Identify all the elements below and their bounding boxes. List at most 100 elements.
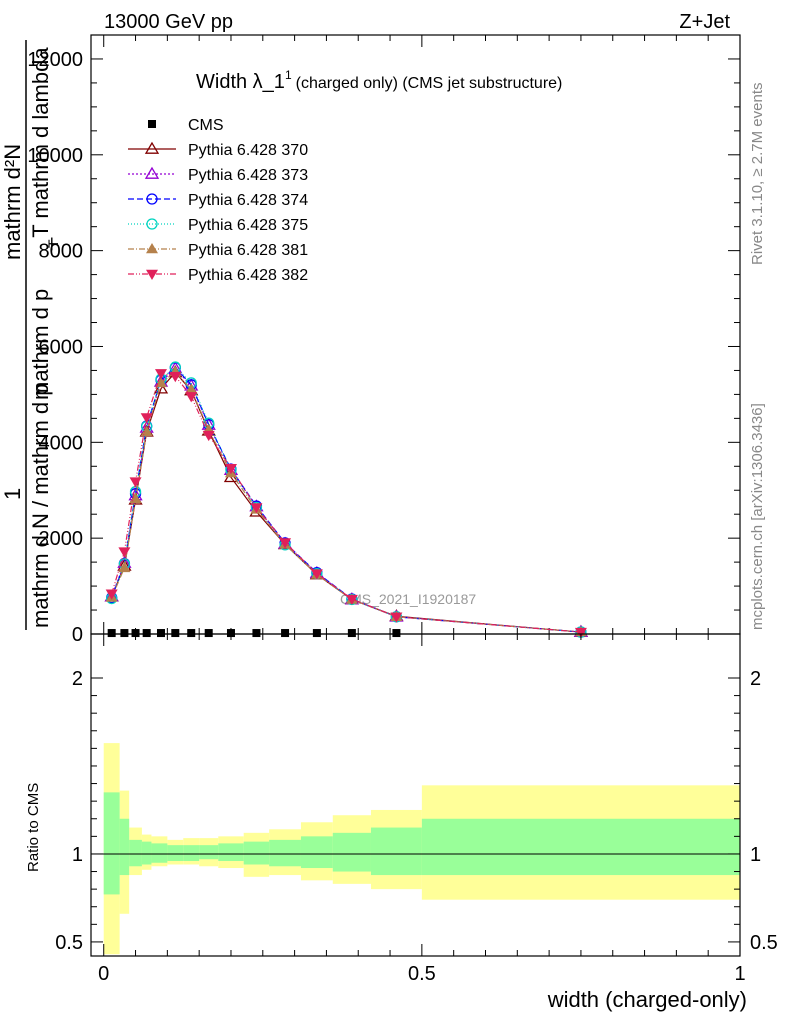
stat-uncertainty-bin <box>129 839 142 867</box>
legend-marker <box>144 166 160 179</box>
ylabel-denominator: mathrm d N / mathrm d p <box>28 383 53 628</box>
plot-title-main: Width λ_1 <box>196 71 285 93</box>
data-point <box>281 629 290 638</box>
main-y-tick-label: 12000 <box>27 49 83 71</box>
legend-label: Pythia 6.428 374 <box>188 192 308 209</box>
data-point <box>392 629 401 638</box>
stat-uncertainty-bin <box>151 843 168 863</box>
main-y-tick-label: 0 <box>72 624 83 646</box>
x-tick-label: 0 <box>98 963 109 985</box>
series-line <box>111 371 581 633</box>
plot-title-suffix: (charged only) (CMS jet substructure) <box>296 75 563 92</box>
data-point <box>105 589 118 600</box>
stat-uncertainty-bin <box>218 843 244 861</box>
stat-uncertainty-bin <box>243 841 270 865</box>
ratio-ylabel: Ratio to CMS <box>25 783 42 872</box>
data-point <box>345 594 358 606</box>
data-point <box>202 430 215 442</box>
ratio-x-ticks: 0 0.5 1 <box>98 634 746 985</box>
data-point <box>140 425 153 436</box>
data-point <box>204 629 213 638</box>
x-tick-label: 0.5 <box>408 963 436 985</box>
data-point <box>224 463 237 475</box>
legend-item: Pythia 6.428 382 <box>128 267 308 284</box>
main-y-ticks: 0 2000 4000 6000 8000 10000 12000 <box>27 49 740 646</box>
legend-marker <box>146 193 158 205</box>
stat-uncertainty-bin <box>141 841 152 865</box>
ratio-frame <box>90 633 741 957</box>
data-point <box>118 561 131 573</box>
data-point <box>252 629 261 638</box>
ylabel-denominator-pt: mathrm d p <box>28 289 53 400</box>
watermark: CMS_2021_I1920187 <box>340 591 476 607</box>
data-point <box>250 503 263 514</box>
rivet-label: Rivet 3.1.10, ≥ 2.7M events <box>749 83 766 266</box>
legend-marker <box>144 141 160 154</box>
plot-title: Width λ_11 (charged only) (CMS jet substr… <box>196 68 562 93</box>
stat-uncertainty-bin <box>421 818 740 876</box>
ratio-y-tick-label: 2 <box>72 668 83 690</box>
series-5 <box>105 365 587 637</box>
ratio-y-tick-label-right: 0.5 <box>750 932 778 954</box>
series-6 <box>105 369 587 639</box>
ratio-bands <box>103 743 740 955</box>
stat-uncertainty-bin <box>269 839 301 867</box>
data-point <box>154 369 167 380</box>
data-point <box>129 477 142 488</box>
legend-item: Pythia 6.428 375 <box>128 217 308 234</box>
stat-uncertainty-bin <box>332 832 371 872</box>
data-point <box>107 629 116 638</box>
data-point <box>171 629 180 638</box>
data-point <box>120 629 129 638</box>
main-ylabel: 1 mathrm d²N mathrm d N / mathrm d p mat… <box>0 40 61 630</box>
legend-marker <box>146 218 158 230</box>
data-point <box>279 538 292 549</box>
ratio-y-ticks: 0.5 0.5 1 1 2 2 <box>55 668 778 954</box>
legend-label: Pythia 6.428 382 <box>188 267 308 284</box>
ylabel-t-subscript: T <box>45 239 61 248</box>
main-y-tick-label: 4000 <box>39 432 84 454</box>
stat-uncertainty-bin <box>183 845 200 861</box>
data-point <box>390 612 403 623</box>
data-point <box>185 383 198 394</box>
legend-label: Pythia 6.428 370 <box>188 142 308 159</box>
main-y-tick-label: 2000 <box>39 528 84 550</box>
ratio-y-tick-label-right: 1 <box>750 844 761 866</box>
data-point <box>185 392 198 403</box>
ratio-y-tick-label-right: 2 <box>750 668 761 690</box>
legend-label: Pythia 6.428 381 <box>188 242 308 259</box>
data-point <box>187 629 196 638</box>
xlabel: width (charged-only) <box>547 987 747 1012</box>
ylabel-numerator: mathrm d²N <box>0 144 25 260</box>
data-point <box>154 376 167 388</box>
data-point <box>142 629 151 638</box>
legend-marker <box>146 243 158 254</box>
stat-uncertainty-bin <box>199 845 219 860</box>
stat-uncertainty-bin <box>103 792 120 895</box>
stat-uncertainty-bin <box>370 827 422 876</box>
main-panel: 0 2000 4000 6000 8000 10000 12000 CMS_2021_I19… <box>27 34 741 646</box>
process-label: Z+Jet <box>679 11 730 33</box>
legend-label: Pythia 6.428 373 <box>188 167 308 184</box>
data-point <box>156 629 165 638</box>
series-line <box>111 366 581 633</box>
ratio-y-tick-label: 1 <box>72 844 83 866</box>
main-y-tick-label: 8000 <box>39 241 84 263</box>
main-series <box>104 361 589 639</box>
data-point <box>574 627 587 639</box>
plot-title-sup: 1 <box>285 68 292 82</box>
ylabel-denominator-lambda: _T mathrm d lambda <box>28 47 53 251</box>
stat-uncertainty-bin <box>119 818 130 876</box>
ylabel-one: 1 <box>0 488 25 500</box>
main-y-tick-label: 6000 <box>39 336 84 358</box>
legend-item: Pythia 6.428 381 <box>128 242 308 259</box>
legend-item: Pythia 6.428 374 <box>128 192 308 209</box>
legend-marker <box>146 269 158 280</box>
plot-title-text: Width λ_11 (charged only) (CMS jet substr… <box>196 68 562 93</box>
data-point <box>312 629 321 638</box>
series-0 <box>107 629 585 638</box>
legend: CMS Pythia 6.428 370 Pythia 6.428 373 Pythi… <box>128 117 308 284</box>
mcplots-label: mcplots.cern.ch [arXiv:1306.3436] <box>749 403 766 630</box>
legend-label: CMS <box>188 117 224 134</box>
